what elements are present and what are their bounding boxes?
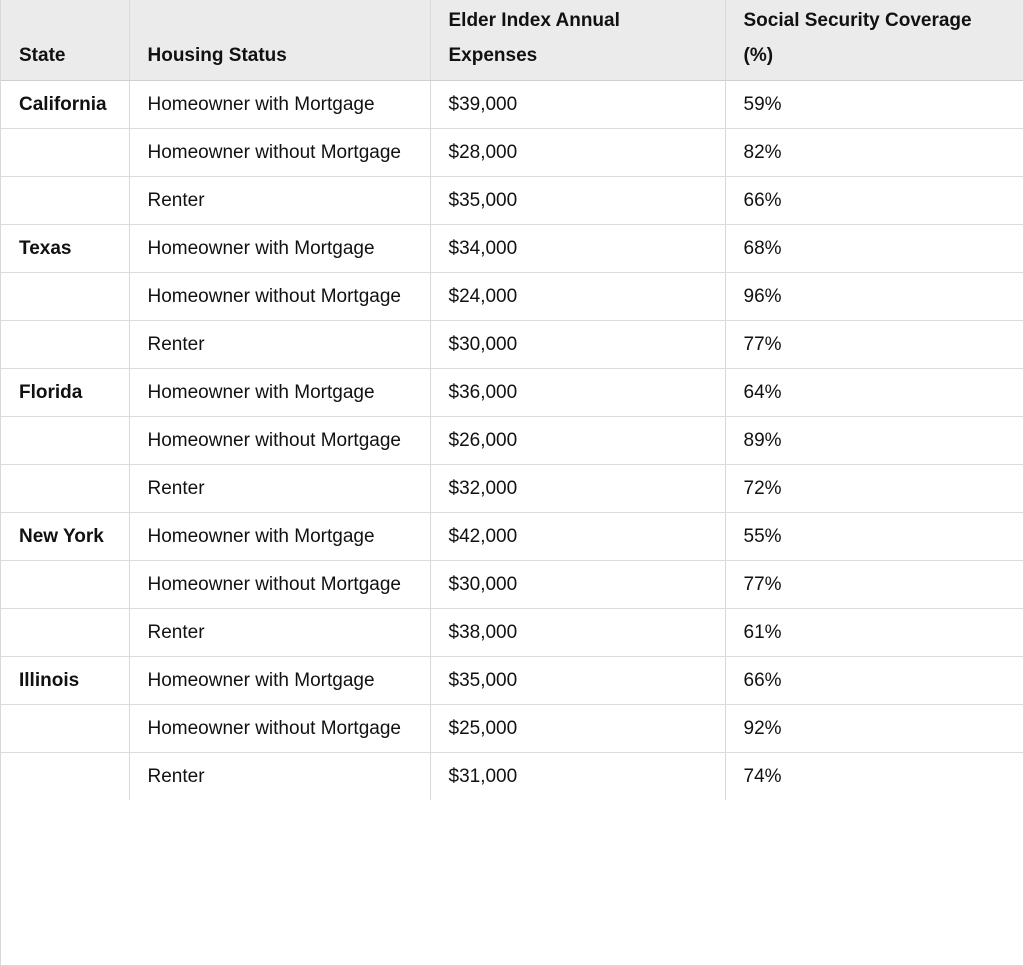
housing-status-cell: Homeowner without Mortgage xyxy=(129,416,431,465)
state-cell xyxy=(1,560,130,609)
annual-expenses-cell: $25,000 xyxy=(430,704,726,753)
annual-expenses-cell: $28,000 xyxy=(430,128,726,177)
state-cell: Illinois xyxy=(1,656,130,705)
column-header-housing-status: Housing Status xyxy=(129,0,431,81)
state-cell: New York xyxy=(1,512,130,561)
housing-status-cell: Homeowner with Mortgage xyxy=(129,512,431,561)
annual-expenses-cell: $26,000 xyxy=(430,416,726,465)
ss-coverage-cell: 89% xyxy=(725,416,1023,465)
table-row: Renter $38,000 61% xyxy=(1,608,1023,657)
ss-coverage-cell: 77% xyxy=(725,560,1023,609)
table-row: Homeowner without Mortgage $25,000 92% xyxy=(1,704,1023,753)
annual-expenses-cell: $42,000 xyxy=(430,512,726,561)
ss-coverage-cell: 96% xyxy=(725,272,1023,321)
annual-expenses-cell: $34,000 xyxy=(430,224,726,273)
table-row: Illinois Homeowner with Mortgage $35,000 66… xyxy=(1,656,1023,705)
ss-coverage-cell: 77% xyxy=(725,320,1023,369)
housing-status-cell: Homeowner without Mortgage xyxy=(129,128,431,177)
housing-status-cell: Renter xyxy=(129,464,431,513)
state-cell: California xyxy=(1,80,130,129)
table-row: Homeowner without Mortgage $24,000 96% xyxy=(1,272,1023,321)
table-row: Homeowner without Mortgage $28,000 82% xyxy=(1,128,1023,177)
table-row: Renter $32,000 72% xyxy=(1,464,1023,513)
table-row: Florida Homeowner with Mortgage $36,000 64% xyxy=(1,368,1023,417)
housing-status-cell: Homeowner without Mortgage xyxy=(129,704,431,753)
column-header-state: State xyxy=(1,0,130,81)
table-row: New York Homeowner with Mortgage $42,000 55… xyxy=(1,512,1023,561)
housing-status-cell: Renter xyxy=(129,752,431,800)
column-header-annual-expenses: Elder Index Annual Expenses xyxy=(430,0,726,81)
state-cell xyxy=(1,608,130,657)
ss-coverage-cell: 66% xyxy=(725,656,1023,705)
column-header-ss-coverage: Social Security Coverage (%) xyxy=(725,0,1023,81)
ss-coverage-cell: 55% xyxy=(725,512,1023,561)
ss-coverage-cell: 59% xyxy=(725,80,1023,129)
table-row: Renter $31,000 74% xyxy=(1,752,1023,800)
header-row: State Housing Status Elder Index Annual … xyxy=(1,0,1023,81)
housing-status-cell: Homeowner with Mortgage xyxy=(129,80,431,129)
housing-status-cell: Homeowner without Mortgage xyxy=(129,560,431,609)
annual-expenses-cell: $30,000 xyxy=(430,560,726,609)
ss-coverage-cell: 92% xyxy=(725,704,1023,753)
table-row: Renter $30,000 77% xyxy=(1,320,1023,369)
table-row: Homeowner without Mortgage $30,000 77% xyxy=(1,560,1023,609)
annual-expenses-cell: $35,000 xyxy=(430,656,726,705)
state-cell xyxy=(1,752,130,800)
state-cell: Florida xyxy=(1,368,130,417)
ss-coverage-cell: 72% xyxy=(725,464,1023,513)
housing-status-cell: Homeowner with Mortgage xyxy=(129,368,431,417)
annual-expenses-cell: $32,000 xyxy=(430,464,726,513)
ss-coverage-cell: 68% xyxy=(725,224,1023,273)
housing-status-cell: Renter xyxy=(129,320,431,369)
housing-status-cell: Renter xyxy=(129,176,431,225)
annual-expenses-cell: $30,000 xyxy=(430,320,726,369)
housing-status-cell: Homeowner without Mortgage xyxy=(129,272,431,321)
table-row: Texas Homeowner with Mortgage $34,000 68% xyxy=(1,224,1023,273)
table-row: Renter $35,000 66% xyxy=(1,176,1023,225)
table-header: State Housing Status Elder Index Annual … xyxy=(1,0,1023,81)
elder-index-table: State Housing Status Elder Index Annual … xyxy=(1,0,1023,800)
state-cell xyxy=(1,320,130,369)
ss-coverage-cell: 82% xyxy=(725,128,1023,177)
housing-status-cell: Renter xyxy=(129,608,431,657)
annual-expenses-cell: $36,000 xyxy=(430,368,726,417)
annual-expenses-cell: $35,000 xyxy=(430,176,726,225)
table-row: Homeowner without Mortgage $26,000 89% xyxy=(1,416,1023,465)
state-cell: Texas xyxy=(1,224,130,273)
state-cell xyxy=(1,416,130,465)
housing-status-cell: Homeowner with Mortgage xyxy=(129,224,431,273)
ss-coverage-cell: 61% xyxy=(725,608,1023,657)
state-cell xyxy=(1,272,130,321)
state-cell xyxy=(1,176,130,225)
table-row: California Homeowner with Mortgage $39,000… xyxy=(1,80,1023,129)
state-cell xyxy=(1,128,130,177)
state-cell xyxy=(1,704,130,753)
state-cell xyxy=(1,464,130,513)
ss-coverage-cell: 64% xyxy=(725,368,1023,417)
table-body: California Homeowner with Mortgage $39,000… xyxy=(1,80,1023,800)
annual-expenses-cell: $31,000 xyxy=(430,752,726,800)
ss-coverage-cell: 74% xyxy=(743,766,782,787)
annual-expenses-cell: $38,000 xyxy=(430,608,726,657)
annual-expenses-cell: $24,000 xyxy=(430,272,726,321)
ss-coverage-cell: 66% xyxy=(725,176,1023,225)
annual-expenses-cell: $39,000 xyxy=(430,80,726,129)
housing-status-cell: Homeowner with Mortgage xyxy=(129,656,431,705)
